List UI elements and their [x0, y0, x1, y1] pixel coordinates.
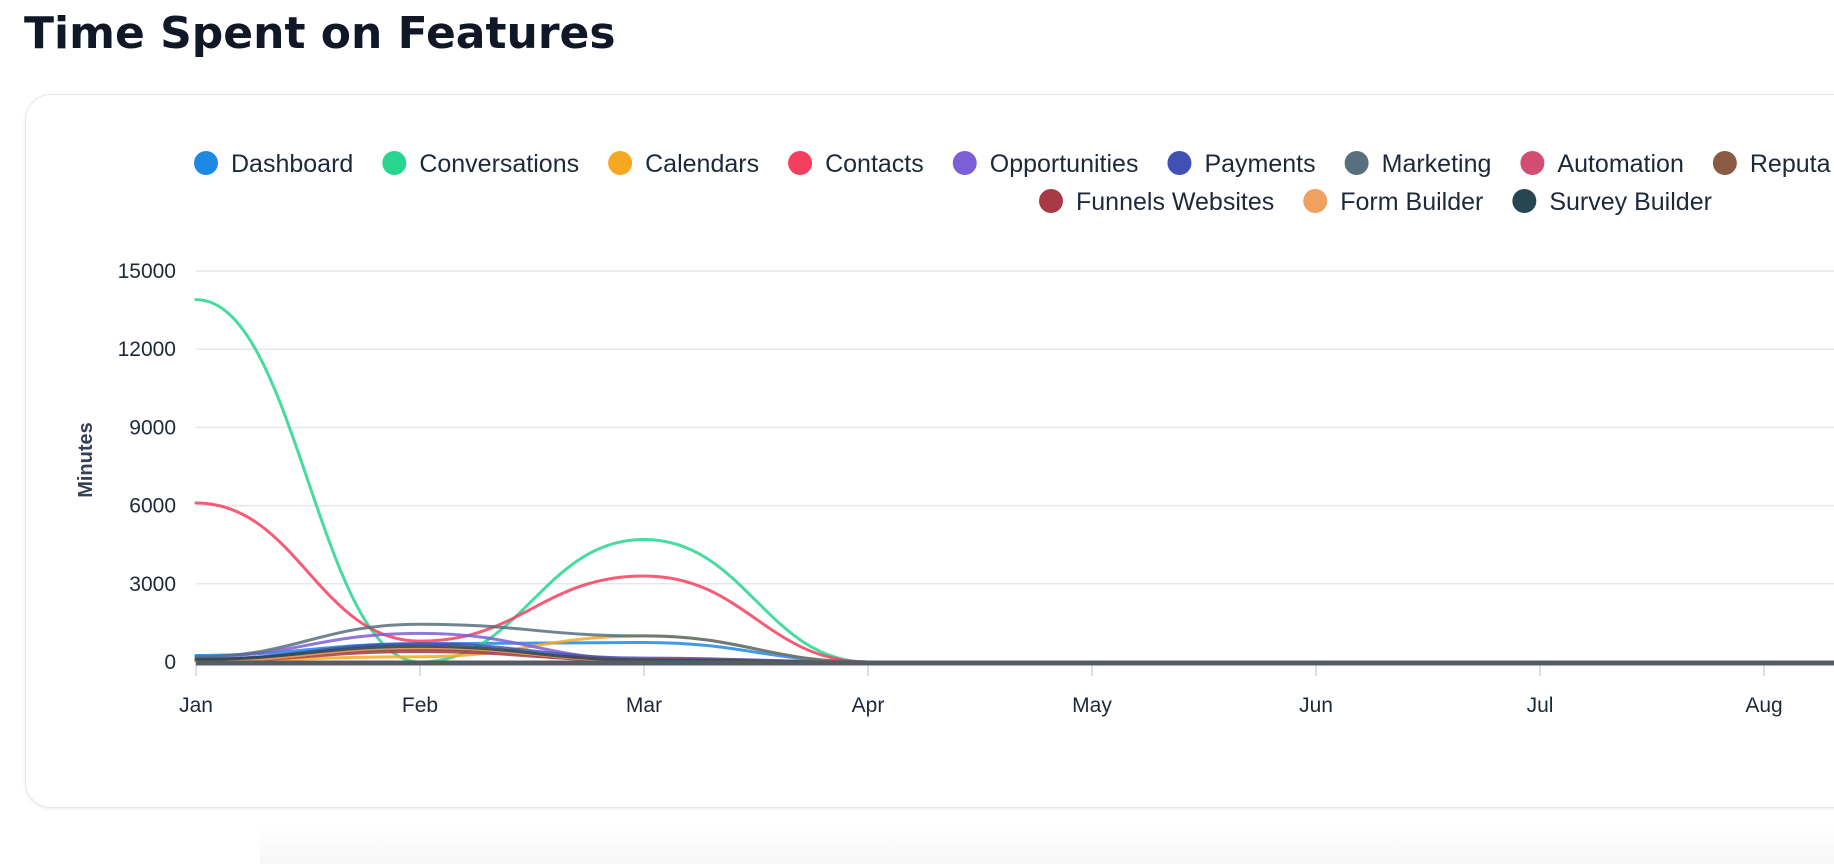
x-tick-label: Jan — [179, 694, 213, 717]
y-axis-ticks: 0 3000 6000 9000 12000 15000 — [118, 260, 176, 674]
legend-item-marketing[interactable]: Marketing — [1344, 150, 1492, 178]
legend-marker — [1167, 151, 1192, 175]
x-tick-label: Aug — [1745, 694, 1782, 717]
x-tick-label: Mar — [626, 694, 662, 717]
page-title: Time Spent on Features — [24, 8, 616, 59]
series-line-conversations[interactable] — [194, 298, 1834, 664]
series-lines — [194, 298, 1834, 666]
y-tick-label: 12000 — [118, 338, 176, 361]
chart-card — [25, 94, 1834, 808]
legend-marker — [1303, 189, 1328, 213]
legend-marker — [1039, 189, 1063, 213]
x-tick-label: Jun — [1299, 694, 1333, 717]
legend-item-dashboard[interactable]: Dashboard — [194, 150, 353, 178]
legend: Dashboard Conversations Calendars Contacts O… — [194, 150, 1831, 216]
legend-marker — [382, 151, 407, 175]
legend-label: Conversations — [419, 150, 579, 178]
legend-item-funnels-websites[interactable]: Funnels Websites — [1039, 188, 1274, 216]
legend-label: Dashboard — [231, 150, 353, 178]
legend-label: Opportunities — [990, 150, 1139, 178]
legend-label: Calendars — [645, 150, 759, 178]
legend-marker — [788, 151, 813, 175]
y-tick-label: 3000 — [129, 573, 176, 596]
x-tick-label: Jul — [1527, 694, 1554, 717]
y-axis-title: Minutes — [75, 422, 97, 498]
legend-marker — [1512, 189, 1537, 213]
legend-label: Automation — [1557, 150, 1683, 178]
legend-label: Payments — [1204, 150, 1315, 178]
legend-marker — [1344, 151, 1369, 175]
y-tick-label: 15000 — [118, 260, 176, 283]
legend-label: Survey Builder — [1549, 188, 1712, 216]
legend-item-survey-builder[interactable]: Survey Builder — [1512, 188, 1712, 216]
x-tick-label: Apr — [852, 694, 885, 717]
legend-item-opportunities[interactable]: Opportunities — [952, 150, 1139, 178]
y-tick-label: 0 — [164, 651, 176, 674]
legend-label: Contacts — [825, 150, 924, 178]
x-tick-label: May — [1072, 694, 1112, 717]
grid-lines — [196, 270, 1834, 663]
legend-marker — [1712, 151, 1737, 175]
next-card-edge — [260, 828, 1834, 864]
legend-marker — [608, 151, 633, 175]
x-axis-ticks: Jan Feb Mar Apr May Jun Jul Aug — [179, 662, 1783, 717]
legend-item-automation[interactable]: Automation — [1520, 150, 1684, 178]
legend-item-reputa[interactable]: Reputa — [1712, 150, 1831, 178]
legend-item-payments[interactable]: Payments — [1167, 150, 1316, 178]
legend-label: Form Builder — [1340, 188, 1483, 216]
legend-item-conversations[interactable]: Conversations — [382, 150, 579, 178]
legend-marker — [194, 151, 218, 175]
legend-item-contacts[interactable]: Contacts — [788, 150, 924, 178]
legend-item-form-builder[interactable]: Form Builder — [1303, 188, 1483, 216]
y-tick-label: 9000 — [129, 416, 176, 439]
series-line-contacts[interactable] — [194, 501, 1834, 664]
x-tick-label: Feb — [402, 694, 438, 717]
legend-item-calendars[interactable]: Calendars — [608, 150, 759, 178]
legend-marker — [1520, 151, 1545, 175]
legend-label: Marketing — [1382, 150, 1492, 178]
legend-label: Reputa — [1750, 150, 1831, 178]
legend-label: Funnels Websites — [1076, 188, 1274, 216]
y-tick-label: 6000 — [129, 495, 176, 518]
legend-marker — [952, 151, 977, 175]
